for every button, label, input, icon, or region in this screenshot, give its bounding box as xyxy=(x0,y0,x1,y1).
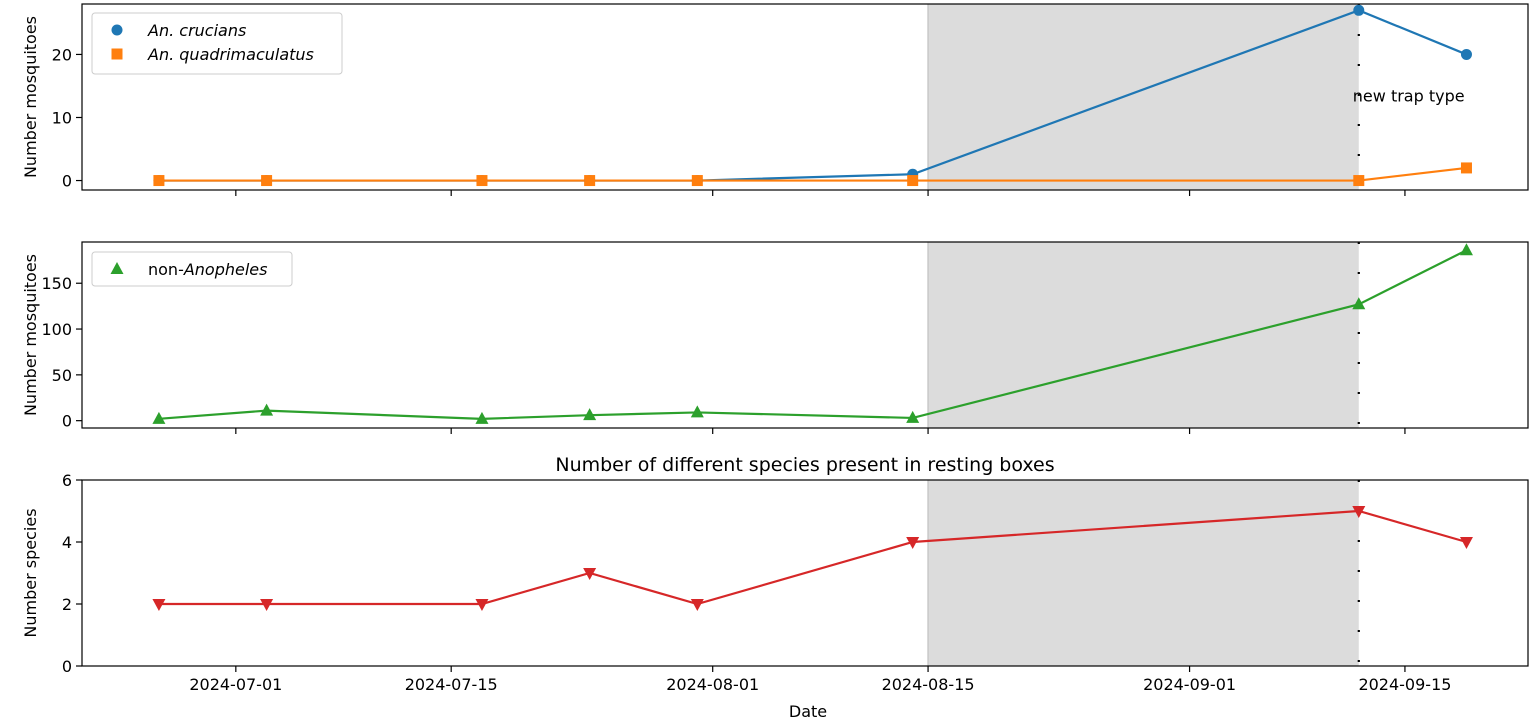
legend: An. crucians An. quadrimaculatus xyxy=(91,12,343,75)
data-point-0-1-4 xyxy=(691,175,703,187)
chart-title: Number of different species present in r… xyxy=(555,454,1054,476)
series-line-2-0 xyxy=(158,509,1467,606)
y-tick-label: 50 xyxy=(52,366,72,385)
data-point-2-0-5 xyxy=(906,537,920,549)
y-tick-label: 100 xyxy=(41,320,72,339)
legend: non-Anopheles xyxy=(91,251,293,287)
y-tick-label: 0 xyxy=(62,412,72,431)
panel-species-richness: 0 2 4 6 2024-07-01 2024-07-15 2024-08-01 2024-0… xyxy=(21,454,1529,694)
data-point-2-0-0 xyxy=(152,599,166,611)
legend-box xyxy=(91,12,343,75)
x-tick-label: 2024-07-15 xyxy=(405,675,498,694)
y-axis-label: Number species xyxy=(21,508,40,637)
data-point-0-1-7 xyxy=(1460,162,1472,174)
data-point-2-0-3 xyxy=(583,568,597,580)
data-point-1-0-1 xyxy=(260,403,274,416)
y-tick-label: 4 xyxy=(62,533,72,552)
data-point-1-0-4 xyxy=(690,405,704,418)
shaded-period xyxy=(928,4,1359,190)
y-axis-label: Number mosquitoes xyxy=(21,16,40,178)
y-tick-label: 10 xyxy=(52,108,72,127)
data-point-1-0-2 xyxy=(475,411,489,424)
data-point-0-0-7 xyxy=(1460,48,1472,60)
axes-frame xyxy=(81,241,1529,429)
data-point-2-0-1 xyxy=(260,599,274,611)
data-point-1-0-6 xyxy=(1352,297,1366,310)
data-point-0-1-5 xyxy=(907,175,919,187)
data-point-0-1-6 xyxy=(1353,175,1365,187)
x-tick-label: 2024-09-01 xyxy=(1143,675,1236,694)
series-line-0-1 xyxy=(158,166,1467,182)
y-tick-label: 150 xyxy=(41,274,72,293)
data-point-1-0-3 xyxy=(583,408,597,421)
x-axis-label: Date xyxy=(789,702,827,721)
data-point-0-1-2 xyxy=(476,175,488,187)
legend-label: An. quadrimaculatus xyxy=(147,45,314,64)
y-tick-label: 2 xyxy=(62,595,72,614)
y-tick-label: 20 xyxy=(52,45,72,64)
y-tick-label: 0 xyxy=(62,657,72,676)
data-point-0-0-6 xyxy=(1353,4,1365,16)
data-point-2-0-4 xyxy=(690,599,704,611)
y-tick-label: 6 xyxy=(62,471,72,490)
series-line-1-0 xyxy=(158,249,1467,420)
data-point-0-1-0 xyxy=(153,175,165,187)
y-axis-label: Number mosquitoes xyxy=(21,254,40,416)
legend-marker xyxy=(111,48,123,60)
data-point-1-0-5 xyxy=(906,410,920,423)
data-point-2-0-2 xyxy=(475,599,489,611)
legend-label: An. crucians xyxy=(147,21,246,40)
data-point-2-0-7 xyxy=(1459,537,1473,549)
data-point-1-0-7 xyxy=(1459,243,1473,256)
legend-marker xyxy=(110,262,124,274)
data-point-2-0-6 xyxy=(1352,506,1366,518)
axes-frame xyxy=(81,479,1529,667)
x-tick-label: 2024-08-15 xyxy=(882,675,975,694)
data-point-0-1-3 xyxy=(584,175,596,187)
panel-species-counts: 0 10 20 Number mosquitoes new trap type An. c… xyxy=(21,3,1529,196)
annotation-text: new trap type xyxy=(1353,86,1465,105)
x-tick-label: 2024-09-15 xyxy=(1358,675,1451,694)
data-point-1-0-0 xyxy=(152,411,166,424)
x-tick-label: 2024-07-01 xyxy=(189,675,282,694)
legend-box xyxy=(91,251,293,287)
shaded-period xyxy=(928,242,1359,428)
data-point-0-1-1 xyxy=(261,175,273,187)
legend-label: non-Anopheles xyxy=(148,260,267,279)
shaded-period xyxy=(928,480,1359,666)
legend-marker xyxy=(111,24,123,36)
y-tick-label: 0 xyxy=(62,172,72,191)
axes-frame xyxy=(81,3,1529,191)
x-tick-label: 2024-08-01 xyxy=(666,675,759,694)
